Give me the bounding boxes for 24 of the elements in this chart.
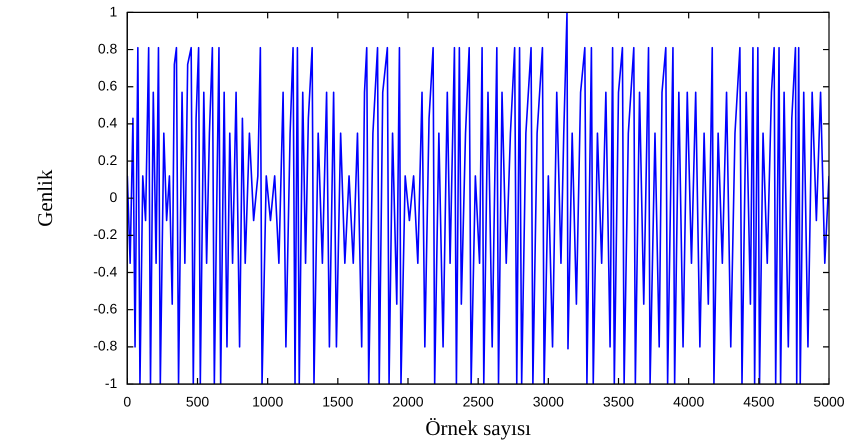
x-tick-label: 2000 <box>392 393 424 410</box>
x-tick-label: 1000 <box>252 393 284 410</box>
y-tick-label: 0.6 <box>98 78 118 94</box>
x-tick-label: 3500 <box>602 393 634 410</box>
y-tick-label: -0.8 <box>93 338 118 354</box>
y-tick-label: 0 <box>110 189 118 206</box>
x-tick-label: 2500 <box>462 393 494 410</box>
y-tick-label: -1 <box>104 374 118 391</box>
y-tick-label: 0.4 <box>98 114 118 131</box>
x-tick-label: 5000 <box>813 393 845 410</box>
x-axis-title: Örnek sayısı <box>425 416 532 440</box>
x-tick-label: 0 <box>123 393 132 410</box>
y-tick-label: -0.4 <box>93 263 118 280</box>
x-tick-label: 1500 <box>322 393 354 410</box>
y-tick-label: -0.6 <box>93 300 118 317</box>
y-tick-label: 1 <box>110 3 118 20</box>
y-axis-title: Genlik <box>33 169 58 227</box>
x-tick-label: 500 <box>186 393 210 410</box>
y-tick-label: -0.2 <box>93 226 118 242</box>
x-tick-label: 4000 <box>673 393 704 410</box>
x-tick-label: 3000 <box>532 393 564 410</box>
y-tick-label: 0.8 <box>98 40 118 56</box>
x-tick-label: 4500 <box>743 393 775 410</box>
y-tick-label: 0.2 <box>98 152 118 168</box>
